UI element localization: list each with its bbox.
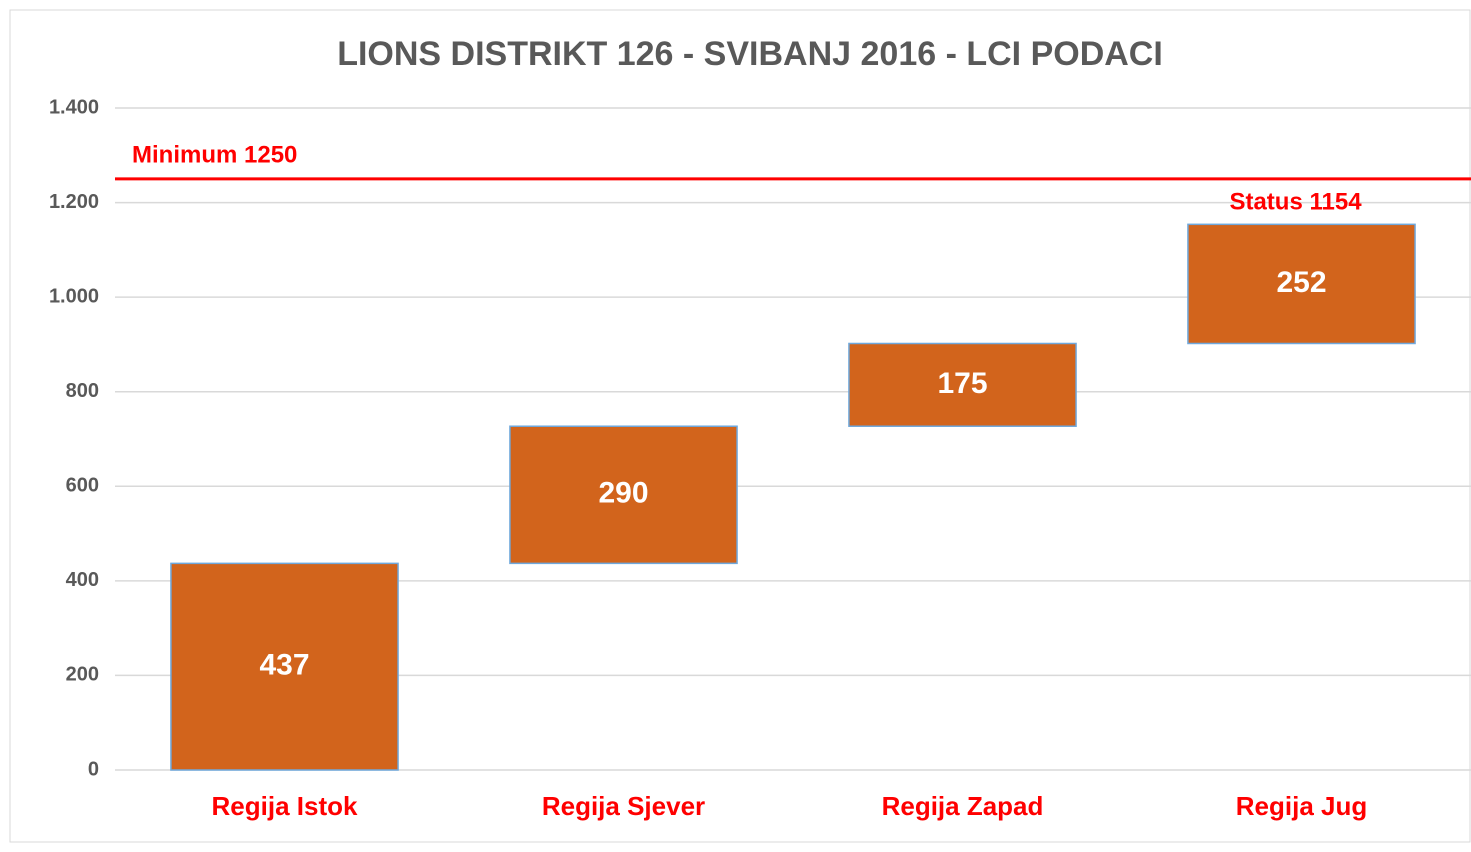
bar <box>848 342 1077 427</box>
y-tick-label: 1.400 <box>49 96 99 118</box>
total-label: Status 1154 <box>1229 189 1362 216</box>
y-tick-label: 0 <box>88 758 99 780</box>
y-tick-label: 800 <box>66 380 99 402</box>
reference-label: Minimum 1250 <box>132 141 297 168</box>
data-label: 290 <box>598 477 648 510</box>
x-tick-label: Regija Istok <box>212 791 358 821</box>
data-label: 437 <box>259 649 309 682</box>
y-tick-label: 600 <box>66 475 99 497</box>
x-tick-label: Regija Zapad <box>882 791 1044 821</box>
bar <box>1187 223 1416 345</box>
x-tick-label: Regija Sjever <box>542 791 705 821</box>
data-label: 175 <box>937 367 987 400</box>
y-tick-label: 1.200 <box>49 191 99 213</box>
y-tick-label: 1.000 <box>49 285 99 307</box>
y-tick-label: 200 <box>66 664 99 686</box>
y-tick-label: 400 <box>66 569 99 591</box>
bar <box>509 425 738 565</box>
data-label: 252 <box>1276 266 1326 299</box>
x-tick-label: Regija Jug <box>1236 791 1367 821</box>
chart-title: LIONS DISTRIKT 126 - SVIBANJ 2016 - LCI … <box>337 35 1163 73</box>
bar <box>170 562 399 771</box>
